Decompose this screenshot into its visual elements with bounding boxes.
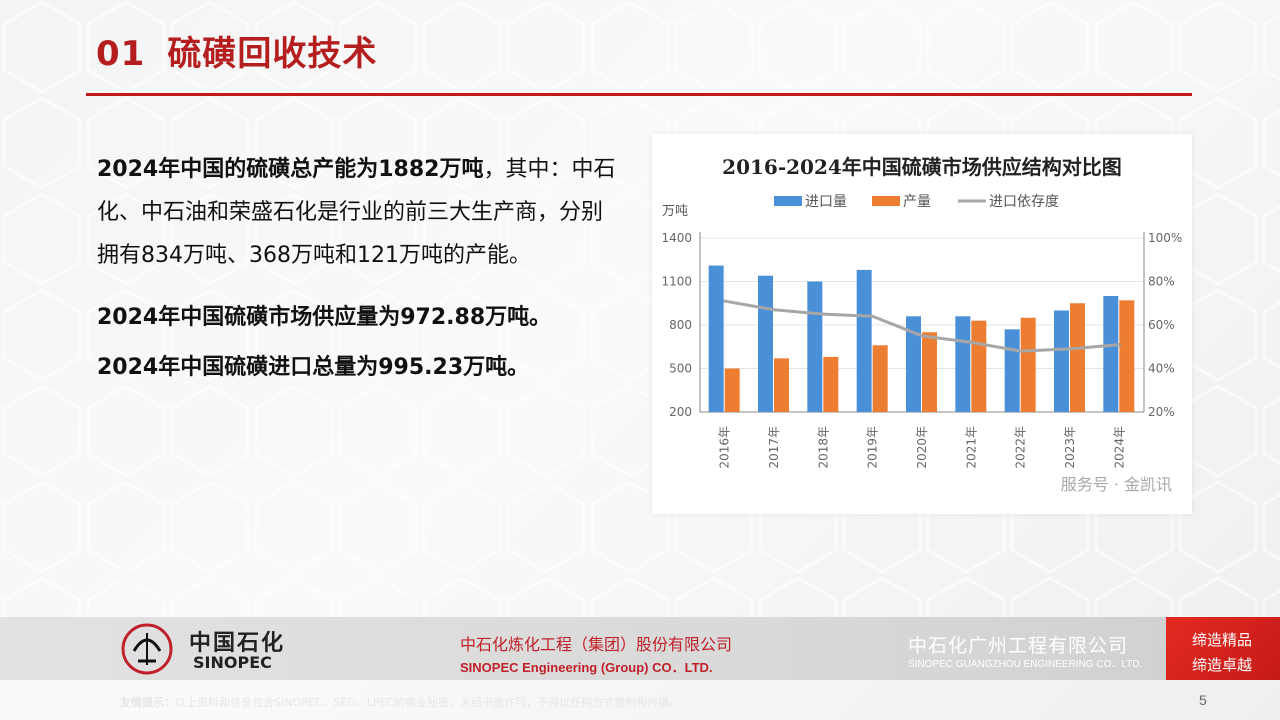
chart-canvas: 2016-2024年中国硫磺市场供应结构对比图 进口量 产量 进口依存度 万吨 … [661,155,1182,494]
y2-tick-label: 60% [1148,318,1175,332]
dependency-point [871,314,875,318]
bar-import [708,265,724,412]
y2-tick-label: 100% [1148,231,1182,245]
bar-output [1020,317,1036,412]
import-fact: 2024年中国硫磺进口总量为995.23万吨。 [97,355,530,380]
bar-output [1119,300,1135,412]
bar-output [971,320,987,412]
supply-structure-chart: 2016-2024年中国硫磺市场供应结构对比图 进口量 产量 进口依存度 万吨 … [652,134,1192,514]
y2-tick-label: 80% [1148,275,1175,289]
chart-title: 2016-2024年中国硫磺市场供应结构对比图 [722,155,1122,179]
content-text: 2024年中国的硫磺总产能为1882万吨，其中：中石化、中石油和荣盛石化是行业的… [97,148,617,389]
dependency-point [1117,343,1121,347]
x-tick-label: 2022年 [1014,426,1028,469]
dependency-point [1068,347,1072,351]
legend-swatch-import [774,196,802,206]
slogan-line-1: 缔造精品 [1192,631,1253,649]
chart-plot-area: 200 500 800 1100 1400 20% 40% 60% 80% 100% 2016年 20… [661,231,1182,469]
dependency-point [920,334,924,338]
slogan-line-2: 缔造卓越 [1192,656,1253,674]
y-tick-label: 500 [669,362,692,376]
bar-import [758,275,773,412]
company-name-en: SINOPEC Engineering (Group) CO．LTD. [460,660,713,675]
capacity-detail: ，其中：中石化、中石油和荣盛石化是行业的前三大生产商，分别拥有834万吨、368… [97,157,616,268]
logo-chinese-text: 中国石化 [189,631,286,656]
sinopec-logo-icon [121,623,173,675]
x-tick-label: 2024年 [1112,426,1126,469]
legend-label-output: 产量 [903,194,931,210]
supply-fact: 2024年中国硫磺市场供应量为972.88万吨。 [97,305,552,330]
section-title: 硫磺回收技术 [167,34,378,74]
x-tick-label: 2020年 [915,426,929,469]
legend-swatch-output [872,196,900,206]
y-tick-label: 1100 [661,275,692,289]
capacity-headline: 2024年中国的硫磺总产能为1882万吨 [97,157,484,182]
x-tick-label: 2018年 [816,426,830,469]
title-divider [86,93,1192,96]
section-number: 01 [96,34,146,74]
x-tick-label: 2023年 [1063,426,1077,469]
dependency-point [772,308,776,312]
notice-text: 以上资料和信息包含SINOPEC、SEG、LPEC的商业秘密，未经书面许可，不得… [175,696,681,709]
dependency-point [969,340,973,344]
y-tick-label: 800 [669,318,692,332]
bar-output [872,345,888,412]
company-name-cn: 中石化炼化工程（集团）股份有限公司 [460,635,733,654]
y-tick-label: 200 [669,405,692,419]
bar-import [906,316,921,412]
confidentiality-notice: 友情提示：以上资料和信息包含SINOPEC、SEG、LPEC的商业秘密，未经书面… [120,694,680,710]
bar-import [1103,296,1119,412]
bar-import [807,281,823,412]
x-tick-label: 2017年 [767,426,781,469]
dependency-point [1019,349,1023,353]
x-tick-label: 2019年 [866,426,880,469]
legend-label-import: 进口量 [805,194,847,210]
bar-import [856,269,872,412]
y2-tick-label: 40% [1148,362,1175,376]
x-tick-label: 2016年 [718,426,732,469]
bar-import [1054,310,1069,412]
bar-output [1070,303,1085,412]
y2-tick-label: 20% [1148,405,1175,419]
y-tick-label: 1400 [661,231,692,245]
notice-label: 友情提示： [120,696,175,709]
footer-bar: 中国石化 SINOPEC 中石化炼化工程（集团）股份有限公司 SINOPEC E… [0,617,1280,680]
legend-label-dependency: 进口依存度 [989,194,1059,210]
slogan-badge: 缔造精品 缔造卓越 [1166,617,1280,680]
page-title: 01 硫磺回收技术 [96,26,377,75]
dependency-point [723,299,727,303]
bar-output [922,332,937,412]
chart-legend: 进口量 产量 进口依存度 [774,194,1059,210]
chart-watermark: 服务号 · 金凯讯 [1061,475,1172,494]
bar-output [823,356,839,412]
guangzhou-company-cn: 中石化广州工程有限公司 [908,635,1129,657]
dependency-point [821,312,825,316]
logo-english-text: SINOPEC [193,653,272,672]
bar-output [774,358,789,412]
guangzhou-company-en: SINOPEC GUANGZHOU ENGINEERING CO．LTD. [908,659,1143,670]
bar-import [955,316,971,412]
bar-output [724,368,740,412]
capacity-paragraph: 2024年中国的硫磺总产能为1882万吨，其中：中石化、中石油和荣盛石化是行业的… [97,148,617,277]
page-number: 5 [1199,692,1207,708]
x-tick-label: 2021年 [964,426,978,469]
y-axis-unit: 万吨 [662,204,688,219]
bar-import [1004,329,1020,412]
